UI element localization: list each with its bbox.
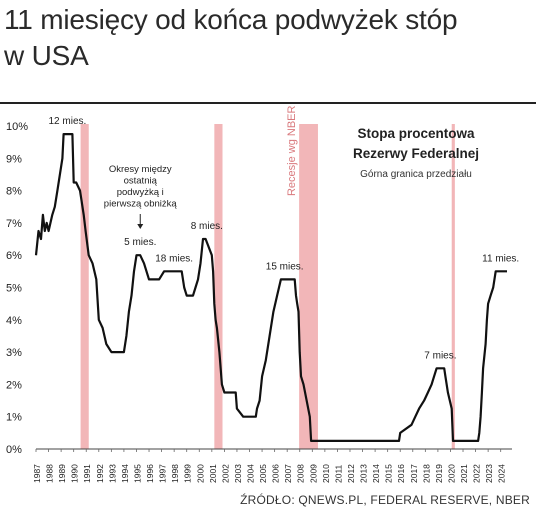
x-tick-label: 2019 <box>434 464 444 483</box>
x-tick-label: 1999 <box>183 464 193 483</box>
title-line-2: w USA <box>4 40 89 71</box>
x-tick-label: 1992 <box>95 464 105 483</box>
fed-rate-chart: Recesje wg NBER 0%1%2%3%4%5%6%7%8%9%10% … <box>6 105 519 483</box>
y-tick-label: 5% <box>6 283 22 295</box>
x-tick-label: 2008 <box>296 464 306 483</box>
x-tick-label: 2012 <box>346 464 356 483</box>
chart-title-line: Stopa procentowa <box>357 126 475 141</box>
chart-text: Stopa procentowa Rezerwy Federalnej Górna … <box>353 126 479 180</box>
x-tick-label: 2014 <box>371 464 381 483</box>
x-tick-labels: 1987 1988 1989 1990 1991 1992 1993 1994 1995 1996… <box>32 449 507 483</box>
recession-band-2 <box>299 124 318 449</box>
x-tick-label: 1997 <box>158 464 168 483</box>
y-tick-label: 6% <box>6 250 22 262</box>
note-arrow-head <box>137 224 144 229</box>
x-tick-label: 2017 <box>409 464 419 483</box>
y-tick-labels: 0% 1% 2% 3% 4% 5% 6% 7% 8% 9% 10% <box>6 121 28 456</box>
rate-series <box>34 133 507 442</box>
x-tick-label: 1995 <box>132 464 142 483</box>
x-tick-label: 2018 <box>421 464 431 483</box>
data-label: 7 mies. <box>424 350 456 361</box>
series-line-0 <box>34 133 507 442</box>
x-tick-label: 2011 <box>333 464 343 483</box>
data-label: 5 mies. <box>124 237 156 248</box>
recession-band-0 <box>80 124 89 449</box>
title-line-1: 11 miesięcy od końca podwyżek stóp <box>4 4 458 35</box>
x-tick-label: 2002 <box>220 464 230 483</box>
data-label: 8 mies. <box>191 221 223 232</box>
x-tick-label: 2024 <box>497 464 507 483</box>
title-divider <box>0 102 536 104</box>
source-note: ŹRÓDŁO: QNEWS.PL, FEDERAL RESERVE, NBER <box>240 493 530 507</box>
y-tick-label: 10% <box>6 121 28 133</box>
recession-bands: Recesje wg NBER <box>80 105 455 449</box>
y-tick-label: 1% <box>6 412 22 424</box>
data-label: 15 mies. <box>266 261 304 272</box>
x-tick-label: 2004 <box>246 464 256 483</box>
page-title: 11 miesięcy od końca podwyżek stóp w USA <box>4 2 532 74</box>
x-tick-label: 1998 <box>170 464 180 483</box>
x-tick-label: 2013 <box>359 464 369 483</box>
y-tick-label: 2% <box>6 379 22 391</box>
x-tick-label: 2020 <box>446 464 456 483</box>
x-tick-label: 1991 <box>82 464 92 483</box>
x-tick-label: 1989 <box>57 464 67 483</box>
x-tick-label: 2007 <box>283 464 293 483</box>
x-tick-label: 2022 <box>472 464 482 483</box>
annotations: 12 mies. 5 mies. 18 mies. 8 mies. 15 mies. 7 … <box>48 116 519 361</box>
x-tick-label: 2015 <box>384 464 394 483</box>
data-label: 18 mies. <box>155 253 193 264</box>
note-line: pierwszą obniżką <box>104 199 178 210</box>
chart-subtitle: Górna granica przedziału <box>360 169 472 180</box>
x-tick-label: 2010 <box>321 464 331 483</box>
x-tick-label: 2000 <box>195 464 205 483</box>
x-tick-label: 2005 <box>258 464 268 483</box>
x-tick-label: 1988 <box>45 464 55 483</box>
x-tick-label: 1994 <box>120 464 130 483</box>
note-line: podwyżką i <box>117 187 164 198</box>
y-tick-label: 9% <box>6 153 22 165</box>
x-tick-label: 2009 <box>308 464 318 483</box>
x-tick-label: 2003 <box>233 464 243 483</box>
x-tick-label: 1990 <box>70 464 80 483</box>
y-tick-label: 8% <box>6 186 22 198</box>
chart-title-line: Rezerwy Federalnej <box>353 146 479 161</box>
x-tick-label: 2001 <box>208 464 218 483</box>
note-line: ostatnią <box>124 176 158 187</box>
recession-band-3 <box>451 124 455 449</box>
x-tick-label: 2023 <box>484 464 494 483</box>
x-tick-label: 1996 <box>145 464 155 483</box>
y-tick-label: 4% <box>6 315 22 327</box>
y-tick-label: 7% <box>6 218 22 230</box>
x-tick-label: 2006 <box>271 464 281 483</box>
data-label: 11 mies. <box>482 253 519 264</box>
x-tick-label: 2016 <box>396 464 406 483</box>
recession-label: Recesje wg NBER <box>286 105 298 196</box>
y-tick-label: 3% <box>6 347 22 359</box>
recession-band-1 <box>214 124 223 449</box>
y-tick-label: 0% <box>6 444 22 456</box>
data-label: 12 mies. <box>48 116 86 127</box>
x-tick-label: 1987 <box>32 464 42 483</box>
x-tick-label: 2021 <box>459 464 469 483</box>
note-line: Okresy między <box>109 164 172 175</box>
x-tick-label: 1993 <box>107 464 117 483</box>
